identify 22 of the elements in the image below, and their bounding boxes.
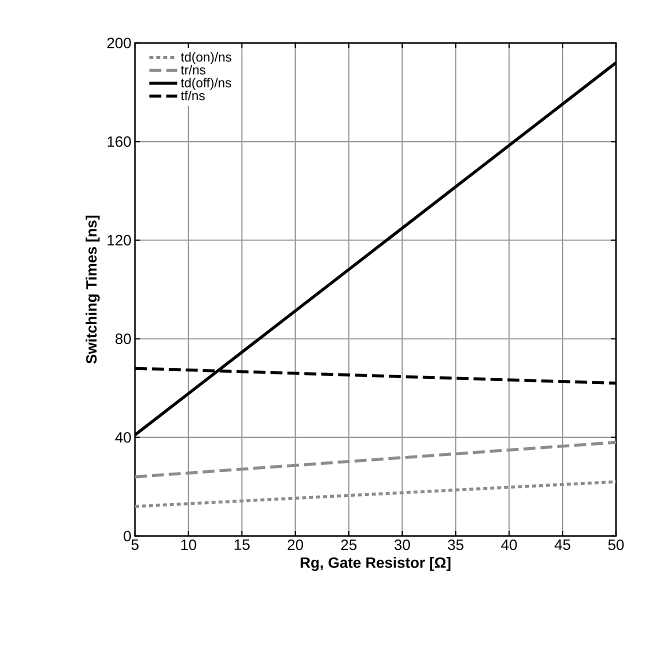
y-tick-label: 80 (116, 334, 131, 344)
x-tick-label: 15 (234, 540, 250, 550)
x-tick-label: 5 (131, 540, 139, 550)
y-tick-label: 120 (108, 234, 131, 246)
y-axis-title: Switching Times [ns] (86, 216, 100, 364)
legend-label: td(off)/ns (180, 78, 232, 90)
x-axis-title: Rg, Gate Resistor [Ω] (300, 556, 450, 571)
legend-label: td(on)/ns (180, 52, 232, 64)
x-tick-label: 30 (394, 540, 410, 550)
x-tick-label: 10 (181, 540, 196, 550)
y-tick-label: 0 (124, 530, 131, 542)
y-tick-label: 40 (115, 432, 131, 443)
x-tick-label: 35 (448, 540, 464, 550)
y-tick-label: 160 (108, 136, 131, 147)
x-tick-label: 40 (501, 540, 517, 550)
legend-label: tr/ns (180, 64, 206, 74)
x-tick-label: 20 (288, 540, 304, 550)
y-tick-label: 200 (107, 38, 131, 48)
legend-label: tf/ns (180, 90, 205, 100)
x-tick-label: 50 (608, 540, 624, 550)
x-tick-label: 45 (554, 540, 570, 550)
x-tick-label: 25 (341, 540, 356, 550)
